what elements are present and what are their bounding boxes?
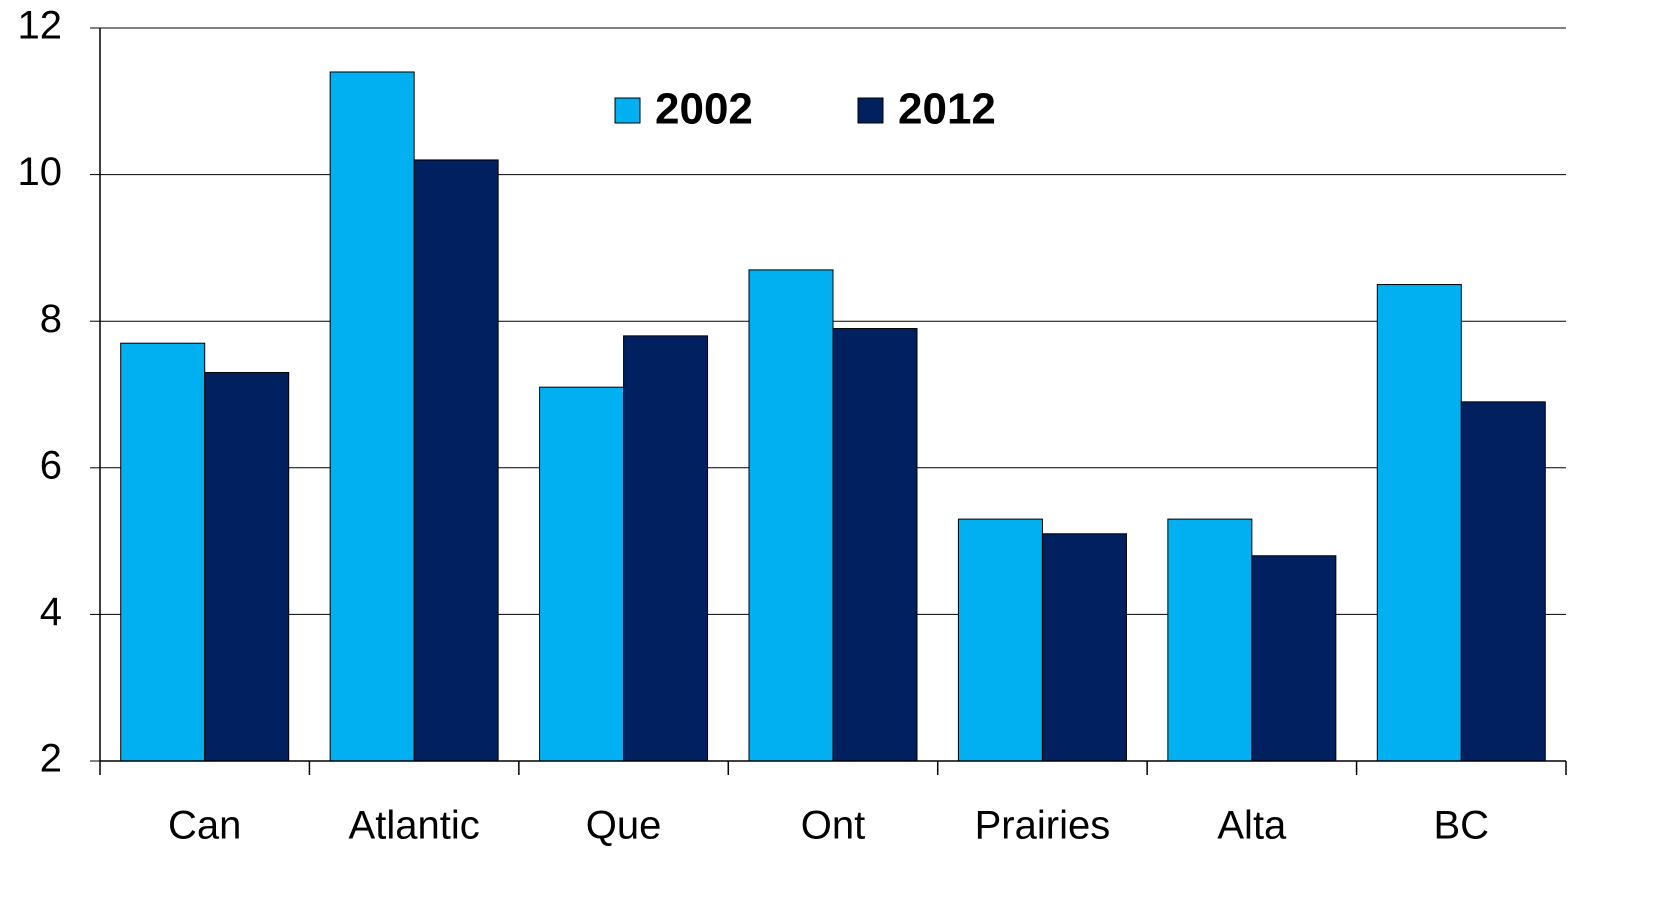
x-tick-label: Can [168,804,241,848]
bar [413,159,499,762]
legend-swatch [614,97,641,124]
y-tick-label: 12 [18,4,63,48]
x-tick-label: Que [586,804,662,848]
x-tick-label: Alta [1217,804,1287,848]
bar [204,372,290,762]
bar [748,269,834,762]
bar [957,518,1043,762]
bar [1167,518,1253,762]
bar [539,386,625,762]
bar [1251,555,1337,762]
bar [1376,284,1462,762]
bar [623,335,709,762]
x-tick-label: BC [1433,804,1489,848]
x-tick-label: Atlantic [349,804,480,848]
legend-label: 2012 [898,85,996,134]
bar [329,71,415,762]
legend-swatch [857,97,884,124]
x-tick-label: Ont [801,804,865,848]
y-tick-label: 2 [40,737,62,781]
y-tick-label: 4 [40,590,62,634]
bar [832,328,918,762]
bar [1041,533,1127,762]
y-tick-label: 6 [40,443,62,487]
bar [120,342,206,762]
y-tick-label: 10 [18,150,63,194]
legend-label: 2002 [655,85,753,134]
x-tick-label: Prairies [975,804,1111,848]
bar [1460,401,1546,762]
y-tick-label: 8 [40,297,62,341]
